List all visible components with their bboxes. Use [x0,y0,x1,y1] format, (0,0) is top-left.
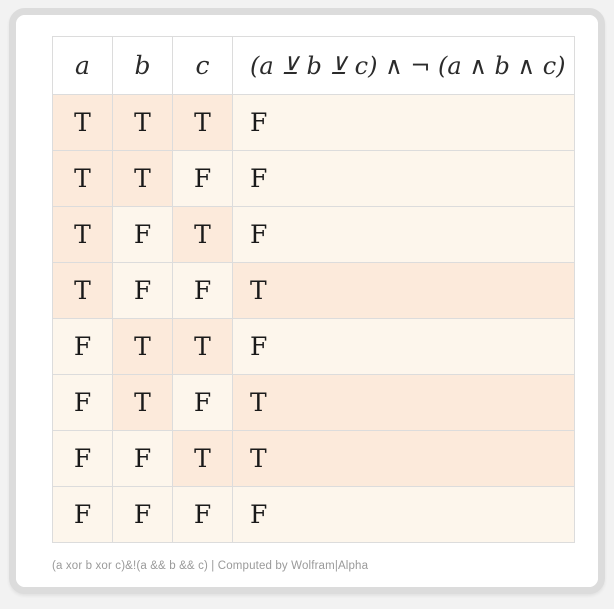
cell-a: T [52,150,113,207]
cell-result: T [232,262,575,319]
truth-table: a b c (a ⊻ b ⊻ c) ∧ ¬ (a ∧ b ∧ c) T T T … [52,36,575,543]
table-row: T T T F [52,94,575,151]
result-card: a b c (a ⊻ b ⊻ c) ∧ ¬ (a ∧ b ∧ c) T T T … [9,8,605,594]
table-header: a b c (a ⊻ b ⊻ c) ∧ ¬ (a ∧ b ∧ c) [52,36,575,95]
cell-result: F [232,94,575,151]
cell-b: T [112,94,173,151]
table-row: F T T F [52,318,575,375]
cell-a: T [52,206,113,263]
column-header-expression: (a ⊻ b ⊻ c) ∧ ¬ (a ∧ b ∧ c) [232,36,575,95]
cell-result: T [232,430,575,487]
table-header-row: a b c (a ⊻ b ⊻ c) ∧ ¬ (a ∧ b ∧ c) [52,36,575,95]
cell-b: T [112,318,173,375]
cell-b: T [112,150,173,207]
cell-result: F [232,150,575,207]
cell-c: F [172,486,233,543]
cell-a: F [52,374,113,431]
table-row: T T F F [52,150,575,207]
cell-a: F [52,430,113,487]
cell-c: F [172,262,233,319]
table-row: T F F T [52,262,575,319]
cell-c: T [172,206,233,263]
table-body: T T T F T T F F T F T F [52,94,575,543]
card-inner: a b c (a ⊻ b ⊻ c) ∧ ¬ (a ∧ b ∧ c) T T T … [16,15,598,587]
cell-result: F [232,318,575,375]
cell-c: T [172,318,233,375]
table-row: T F T F [52,206,575,263]
cell-b: F [112,262,173,319]
cell-result: F [232,486,575,543]
cell-b: F [112,430,173,487]
cell-a: T [52,94,113,151]
cell-a: F [52,318,113,375]
cell-a: T [52,262,113,319]
column-header-b: b [112,36,173,95]
table-row: F F F F [52,486,575,543]
cell-result: F [232,206,575,263]
cell-result: T [232,374,575,431]
cell-c: T [172,430,233,487]
cell-c: T [172,94,233,151]
cell-b: F [112,206,173,263]
cell-b: T [112,374,173,431]
cell-a: F [52,486,113,543]
column-header-a: a [52,36,113,95]
cell-c: F [172,150,233,207]
column-header-c: c [172,36,233,95]
computation-source-note: (a xor b xor c)&!(a && b && c) | Compute… [52,560,369,572]
cell-c: F [172,374,233,431]
table-row: F T F T [52,374,575,431]
table-row: F F T T [52,430,575,487]
cell-b: F [112,486,173,543]
